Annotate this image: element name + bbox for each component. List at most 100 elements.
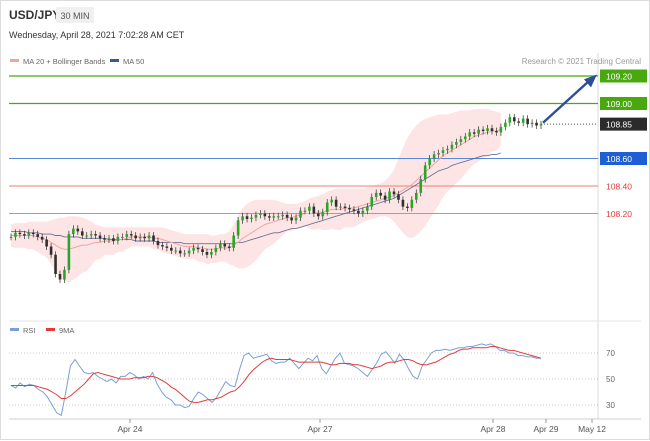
candle-body [290, 217, 293, 221]
candle-body [308, 206, 311, 211]
candle-body [227, 246, 231, 248]
candle-body [495, 131, 498, 133]
timeframe-badge-bg [56, 7, 94, 23]
candle-body [27, 232, 31, 236]
rsi-legend: RSI 9MA [10, 326, 74, 335]
rsi-tick-70: 70 [606, 349, 615, 358]
candle-body [530, 122, 534, 125]
candle-body [334, 199, 338, 207]
candle [366, 203, 369, 215]
candle [348, 204, 351, 213]
ma50-line [11, 152, 502, 245]
x-axis: Apr 24 Apr 27 Apr 28 Apr 29 May 12 [9, 418, 641, 434]
candle [107, 234, 111, 244]
candle-body [357, 210, 360, 214]
candle-body [504, 122, 507, 127]
candle [54, 251, 57, 278]
legend-ma20-swatch [10, 59, 19, 62]
candle-body [187, 250, 191, 254]
candle [138, 233, 142, 242]
candle [317, 210, 320, 220]
candle [455, 138, 458, 149]
candle [183, 249, 186, 257]
symbol-label: USD/JPY [9, 8, 60, 22]
candle-body [317, 213, 320, 217]
candle-body [281, 214, 284, 217]
candle-body [152, 235, 155, 241]
candle [250, 214, 253, 223]
candle-body [241, 216, 244, 221]
x-tick-label: Apr 24 [117, 424, 142, 434]
candle [526, 115, 529, 128]
candle-body [428, 158, 431, 166]
candle [419, 175, 423, 197]
candle-body [129, 234, 133, 236]
candle-body [54, 254, 57, 274]
legend-ma20-label: MA 20 + Bollinger Bands [23, 57, 106, 66]
candle-body [325, 202, 329, 213]
candle-body [352, 209, 356, 211]
candle-body [174, 250, 178, 252]
candle-body [254, 214, 258, 218]
candle-body [245, 216, 249, 219]
candle-body [410, 199, 414, 208]
candle-body [121, 236, 124, 238]
candle [410, 196, 414, 212]
candle-body [268, 216, 271, 218]
level-tag-109.00 [600, 97, 647, 110]
x-tick-label: Apr 28 [480, 424, 505, 434]
candle [259, 210, 262, 219]
candle-body [539, 124, 543, 126]
candle [530, 119, 534, 128]
level-label-108.20: 108.20 [606, 209, 632, 219]
level-tag-108.60 [600, 152, 647, 165]
datetime-label: Wednesday, April 28, 2021 7:02:28 AM CET [9, 30, 185, 40]
candle-body [441, 150, 445, 153]
rsi-chart: 70 50 30 [9, 343, 615, 417]
candle [459, 135, 463, 146]
candle-body [112, 238, 115, 241]
legend-rsi-swatch [10, 328, 19, 331]
candle [125, 230, 129, 241]
x-tick-label: May 12 [578, 424, 606, 434]
x-tick-label: Apr 27 [307, 424, 332, 434]
legend-ma50-swatch [110, 59, 119, 62]
candle [9, 233, 13, 241]
candle [472, 128, 476, 138]
candle-body [40, 236, 44, 240]
candle-body [481, 129, 485, 131]
candle-body [419, 179, 423, 193]
candle-body [272, 216, 276, 218]
candle [299, 207, 302, 222]
candle-body [383, 195, 387, 200]
candle-body [31, 232, 35, 235]
candle [374, 189, 378, 201]
candle [165, 243, 169, 252]
candle-body [63, 269, 66, 280]
candle [379, 189, 382, 200]
candle [63, 266, 66, 283]
candle-body [223, 243, 227, 247]
candle [58, 270, 62, 283]
timeframe-badge: 30 MIN [60, 11, 89, 21]
candle-body [165, 246, 169, 248]
candle-body [303, 210, 307, 212]
candle [116, 233, 120, 245]
candle [23, 230, 26, 239]
candle [361, 207, 365, 217]
candle [504, 119, 507, 131]
legend-9ma-swatch [46, 328, 55, 331]
candle [170, 244, 173, 255]
candle [219, 240, 222, 252]
level-label-108.60: 108.60 [606, 154, 632, 164]
candle-body [138, 236, 142, 239]
candle [423, 161, 427, 183]
candle [481, 126, 485, 135]
candle [303, 207, 307, 215]
candle [143, 233, 146, 242]
candle-body [76, 228, 80, 232]
candle [272, 212, 276, 222]
candle [31, 229, 35, 238]
candle [517, 117, 521, 127]
candle-body [392, 191, 396, 195]
